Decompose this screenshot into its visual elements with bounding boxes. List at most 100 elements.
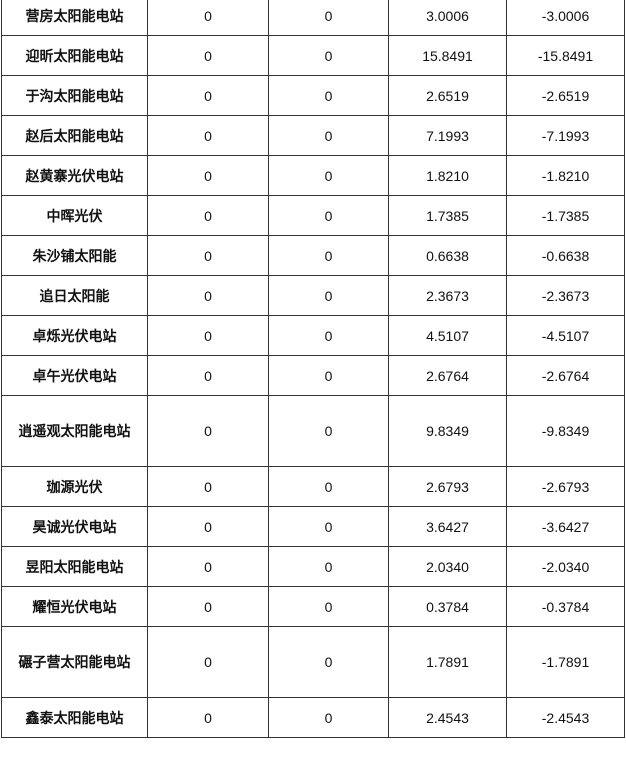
value-cell-c5: -1.8210	[506, 155, 625, 196]
value-cell-c2: 0	[147, 466, 269, 507]
station-name-cell: 逍遥观太阳能电站	[1, 395, 148, 467]
value-cell-c3: 0	[268, 115, 389, 156]
value-cell-c5: -2.6764	[506, 355, 625, 396]
value-cell-c4: 3.6427	[388, 506, 507, 547]
value-cell-c3: 0	[268, 506, 389, 547]
value-cell-c5: -0.3784	[506, 586, 625, 627]
value-cell-c5: -2.0340	[506, 546, 625, 587]
station-name-cell: 昊诚光伏电站	[1, 506, 148, 547]
value-cell-c5: -1.7385	[506, 195, 625, 236]
value-cell-c2: 0	[147, 75, 269, 116]
table-row: 赵黄寨光伏电站 0 0 1.8210 -1.8210	[1, 155, 625, 196]
value-cell-c2: 0	[147, 275, 269, 316]
station-name-cell: 昱阳太阳能电站	[1, 546, 148, 587]
table-row: 追日太阳能 0 0 2.3673 -2.3673	[1, 275, 625, 316]
value-cell-c3: 0	[268, 155, 389, 196]
value-cell-c3: 0	[268, 466, 389, 507]
value-cell-c3: 0	[268, 195, 389, 236]
value-cell-c3: 0	[268, 315, 389, 356]
value-cell-c3: 0	[268, 355, 389, 396]
station-name-cell: 碾子营太阳能电站	[1, 626, 148, 698]
table-row: 昱阳太阳能电站 0 0 2.0340 -2.0340	[1, 546, 625, 587]
value-cell-c2: 0	[147, 155, 269, 196]
value-cell-c4: 4.5107	[388, 315, 507, 356]
value-cell-c4: 0.3784	[388, 586, 507, 627]
value-cell-c5: -0.6638	[506, 235, 625, 276]
value-cell-c2: 0	[147, 506, 269, 547]
table-row: 迎昕太阳能电站 0 0 15.8491 -15.8491	[1, 35, 625, 76]
value-cell-c2: 0	[147, 697, 269, 738]
table-row: 碾子营太阳能电站 0 0 1.7891 -1.7891	[1, 626, 625, 698]
station-name-cell: 迎昕太阳能电站	[1, 35, 148, 76]
value-cell-c5: -15.8491	[506, 35, 625, 76]
value-cell-c3: 0	[268, 75, 389, 116]
table-row: 中晖光伏 0 0 1.7385 -1.7385	[1, 195, 625, 236]
value-cell-c5: -7.1993	[506, 115, 625, 156]
value-cell-c2: 0	[147, 35, 269, 76]
value-cell-c3: 0	[268, 697, 389, 738]
value-cell-c4: 1.7385	[388, 195, 507, 236]
station-name-cell: 鑫泰太阳能电站	[1, 697, 148, 738]
table-row: 卓午光伏电站 0 0 2.6764 -2.6764	[1, 355, 625, 396]
value-cell-c3: 0	[268, 395, 389, 467]
station-name-cell: 耀恒光伏电站	[1, 586, 148, 627]
value-cell-c4: 2.3673	[388, 275, 507, 316]
station-name-cell: 卓烁光伏电站	[1, 315, 148, 356]
value-cell-c3: 0	[268, 235, 389, 276]
value-cell-c2: 0	[147, 115, 269, 156]
station-name-cell: 赵后太阳能电站	[1, 115, 148, 156]
value-cell-c2: 0	[147, 0, 269, 36]
table-row: 昊诚光伏电站 0 0 3.6427 -3.6427	[1, 506, 625, 547]
station-name-cell: 朱沙铺太阳能	[1, 235, 148, 276]
value-cell-c2: 0	[147, 195, 269, 236]
value-cell-c2: 0	[147, 626, 269, 698]
value-cell-c3: 0	[268, 275, 389, 316]
value-cell-c4: 3.0006	[388, 0, 507, 36]
table-row: 卓烁光伏电站 0 0 4.5107 -4.5107	[1, 315, 625, 356]
station-name-cell: 营房太阳能电站	[1, 0, 148, 36]
value-cell-c4: 0.6638	[388, 235, 507, 276]
value-cell-c2: 0	[147, 395, 269, 467]
table-row: 逍遥观太阳能电站 0 0 9.8349 -9.8349	[1, 395, 625, 467]
value-cell-c4: 7.1993	[388, 115, 507, 156]
station-name-cell: 卓午光伏电站	[1, 355, 148, 396]
value-cell-c5: -2.6519	[506, 75, 625, 116]
value-cell-c5: -3.6427	[506, 506, 625, 547]
value-cell-c5: -3.0006	[506, 0, 625, 36]
value-cell-c2: 0	[147, 546, 269, 587]
value-cell-c5: -9.8349	[506, 395, 625, 467]
value-cell-c2: 0	[147, 586, 269, 627]
value-cell-c3: 0	[268, 586, 389, 627]
table-row: 鑫泰太阳能电站 0 0 2.4543 -2.4543	[1, 697, 625, 738]
table-row: 耀恒光伏电站 0 0 0.3784 -0.3784	[1, 586, 625, 627]
value-cell-c3: 0	[268, 546, 389, 587]
value-cell-c5: -2.4543	[506, 697, 625, 738]
value-cell-c3: 0	[268, 0, 389, 36]
value-cell-c4: 15.8491	[388, 35, 507, 76]
value-cell-c4: 2.6764	[388, 355, 507, 396]
value-cell-c5: -1.7891	[506, 626, 625, 698]
station-name-cell: 追日太阳能	[1, 275, 148, 316]
value-cell-c3: 0	[268, 626, 389, 698]
value-cell-c4: 9.8349	[388, 395, 507, 467]
value-cell-c4: 2.6793	[388, 466, 507, 507]
table-row: 朱沙铺太阳能 0 0 0.6638 -0.6638	[1, 235, 625, 276]
table-row: 赵后太阳能电站 0 0 7.1993 -7.1993	[1, 115, 625, 156]
value-cell-c4: 2.0340	[388, 546, 507, 587]
value-cell-c4: 2.6519	[388, 75, 507, 116]
station-name-cell: 珈源光伏	[1, 466, 148, 507]
value-cell-c5: -2.6793	[506, 466, 625, 507]
value-cell-c4: 1.8210	[388, 155, 507, 196]
value-cell-c4: 2.4543	[388, 697, 507, 738]
table-row: 珈源光伏 0 0 2.6793 -2.6793	[1, 466, 625, 507]
table-row: 营房太阳能电站 0 0 3.0006 -3.0006	[1, 0, 625, 36]
station-name-cell: 于沟太阳能电站	[1, 75, 148, 116]
value-cell-c5: -2.3673	[506, 275, 625, 316]
value-cell-c3: 0	[268, 35, 389, 76]
value-cell-c2: 0	[147, 355, 269, 396]
value-cell-c5: -4.5107	[506, 315, 625, 356]
value-cell-c2: 0	[147, 235, 269, 276]
value-cell-c4: 1.7891	[388, 626, 507, 698]
table-row: 于沟太阳能电站 0 0 2.6519 -2.6519	[1, 75, 625, 116]
station-table: 营房太阳能电站 0 0 3.0006 -3.0006 迎昕太阳能电站 0 0 15.8491 -1…	[1, 0, 625, 738]
